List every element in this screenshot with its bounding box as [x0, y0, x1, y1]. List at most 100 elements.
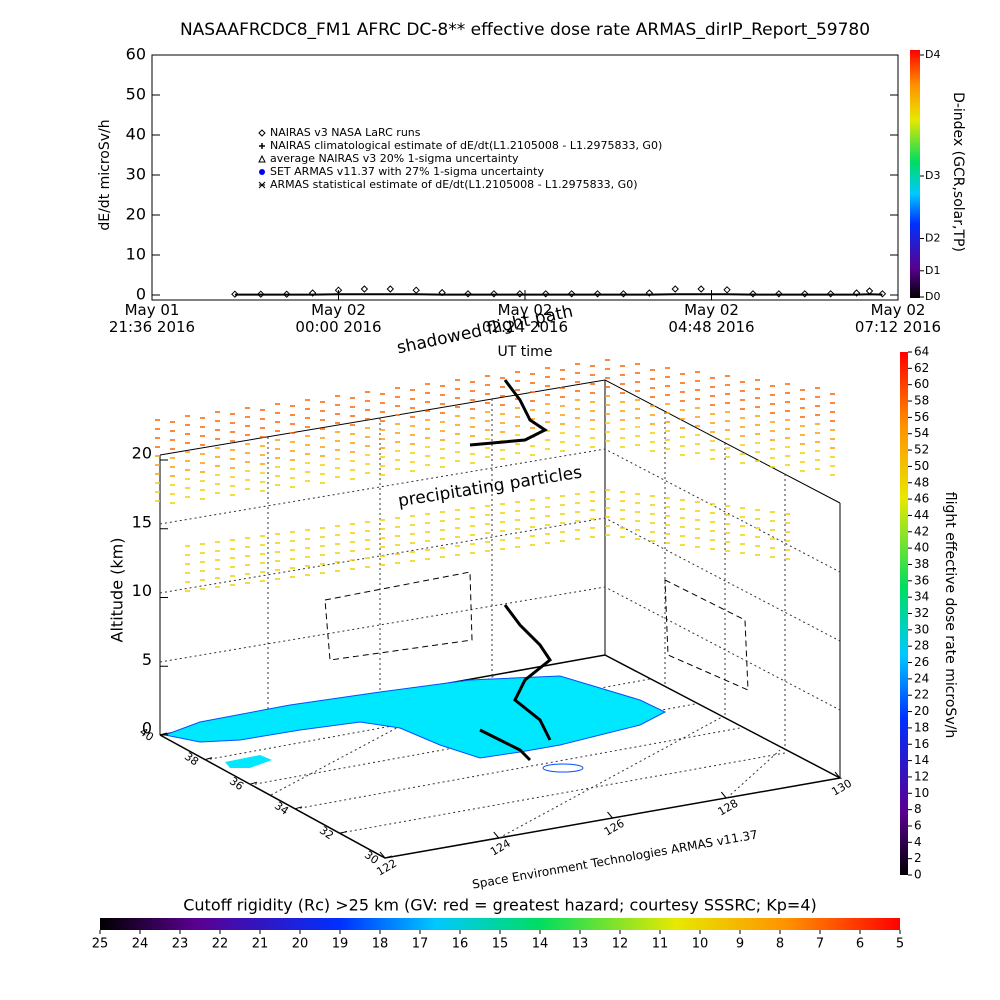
z-axis-label: Altitude (km): [108, 538, 127, 643]
colorbar-tick-label: 18: [372, 937, 389, 952]
colorbar-tick-label: 17: [412, 937, 429, 952]
colorbar-tick-label: 38: [914, 557, 929, 571]
colorbar-tick-label: 8: [914, 802, 922, 816]
annotation: Space Environment Technologies ARMAS v11…: [471, 827, 759, 891]
colorbar-tick-label: 18: [914, 720, 929, 734]
x-tick-label: May 02 02:24 2016: [481, 301, 569, 336]
data-point: [231, 290, 239, 298]
shadow-boxes: [324, 571, 749, 691]
x-tick: [607, 811, 613, 819]
colorbar-tick-label: 64: [914, 345, 929, 359]
y-tick: [159, 732, 168, 736]
z-tick-label: 0: [142, 719, 152, 738]
legend-label: NAIRAS v3 NASA LaRC runs: [270, 126, 421, 139]
data-point: [516, 290, 524, 298]
annotation: precipitating particles: [397, 463, 584, 512]
cutoff-rigidity-region: [225, 755, 272, 768]
colorbar-tick-label: 15: [492, 937, 509, 952]
legend-symbol: [258, 129, 266, 137]
z-tick-label: 10: [132, 581, 152, 600]
y-tick-label: 50: [126, 85, 146, 104]
legend-label: NAIRAS climatological estimate of dE/dt(…: [270, 139, 662, 152]
colorbar-tick-label: 42: [914, 524, 929, 538]
data-point: [645, 289, 654, 297]
data-point: [464, 290, 472, 298]
colorbar-tick-label: 54: [914, 426, 929, 440]
colorbar-tick-label: 48: [914, 475, 929, 489]
y-tick-label: 20: [126, 205, 146, 224]
data-point: [542, 290, 550, 298]
data-point: [671, 285, 679, 293]
y-tick: [204, 757, 213, 761]
colorbar-tick-label: 14: [532, 937, 549, 952]
data-point: [865, 287, 874, 295]
legend-label: SET ARMAS v11.37 with 27% 1-sigma uncert…: [270, 165, 544, 178]
y-axis-label: dE/dt microSv/h: [97, 119, 113, 230]
colorbar-tick-label: 2: [914, 851, 922, 865]
legend-symbol: [259, 169, 265, 175]
colorbar-tick-label: 30: [914, 622, 929, 636]
x-axis-label: UT time: [498, 344, 553, 360]
colorbar-tick-label: 13: [572, 937, 589, 952]
box-3d: [159, 379, 843, 859]
colorbar-tick-label: 23: [172, 937, 189, 952]
data-point: [619, 290, 628, 298]
data-point: [257, 290, 265, 298]
x-tick: [720, 791, 727, 799]
legend-symbol: [258, 181, 266, 189]
colorbar-tick-label: 12: [914, 769, 929, 783]
data-point: [852, 289, 861, 297]
dose-colorbar: [900, 352, 908, 875]
colorbar-tick-label: 20: [292, 937, 309, 952]
data-point: [386, 285, 395, 293]
colorbar-tick-label: 24: [914, 671, 929, 685]
z-tick-label: 20: [132, 444, 152, 463]
colorbar-tick-label: 0: [914, 868, 922, 882]
colorbar-tick-label: 11: [652, 937, 669, 952]
legend-symbol: [258, 154, 266, 163]
x-tick-label: May 01 21:36 2016: [108, 301, 196, 336]
colorbar-tick-label: 8: [776, 937, 784, 952]
y-tick-label: 34: [272, 799, 291, 818]
y-tick: [339, 830, 348, 834]
legend-label: average NAIRAS v3 20% 1-sigma uncertaint…: [270, 152, 519, 165]
data-point: [593, 290, 602, 298]
colorbar-tick-label: 12: [612, 937, 629, 952]
colorbar-tick-label: D1: [925, 264, 940, 277]
data-point: [775, 290, 783, 298]
y-tick: [294, 806, 303, 810]
y-tick: [384, 855, 393, 859]
colorbar-tick-label: 32: [914, 606, 929, 620]
colorbar-tick-label: 10: [692, 937, 709, 952]
legend-symbol: [259, 143, 265, 149]
y-tick-label: 60: [126, 45, 146, 64]
y-tick-label: 32: [317, 824, 336, 843]
colorbar-tick-label: 26: [914, 655, 929, 669]
rigidity-colorbar: [100, 918, 900, 930]
data-point: [697, 285, 705, 293]
x-tick-label: May 02 04:48 2016: [668, 301, 755, 336]
colorbar-tick-label: D2: [925, 232, 940, 245]
data-point: [723, 286, 731, 294]
data-point: [749, 290, 757, 298]
colorbar-tick-label: D3: [925, 169, 940, 182]
data-point: [826, 290, 835, 298]
colorbar-tick-label: 7: [816, 937, 824, 952]
colorbar-tick-label: 56: [914, 410, 929, 424]
data-point: [878, 290, 887, 298]
colorbar-tick-label: 46: [914, 492, 929, 506]
z-tick-label: 15: [132, 512, 152, 531]
colorbar-tick-label: 50: [914, 459, 929, 473]
colorbar-tick-label: D4: [925, 48, 940, 61]
colorbar-tick-label: 36: [914, 573, 929, 587]
y-tick-label: 10: [126, 245, 146, 264]
colorbar-tick-label: D0: [925, 290, 940, 303]
colorbar-tick-label: 16: [914, 737, 929, 751]
cutoff-rigidity-contour: [542, 763, 584, 773]
colorbar-tick-label: 24: [132, 937, 149, 952]
x-tick: [834, 771, 841, 779]
x-tick-label: May 02 07:12 2016: [854, 301, 942, 336]
colorbar-tick-label: 34: [914, 590, 929, 604]
y-tick-label: 36: [227, 774, 246, 793]
